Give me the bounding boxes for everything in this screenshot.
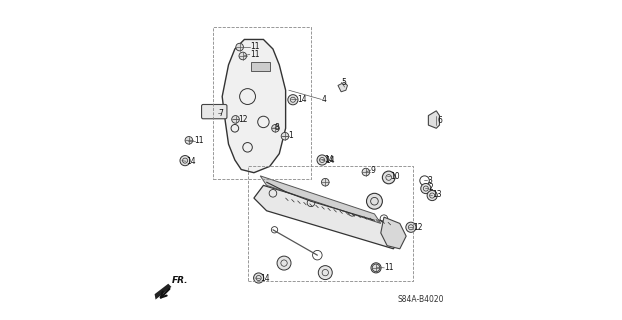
Text: 6: 6: [437, 116, 442, 125]
Circle shape: [366, 193, 383, 209]
Circle shape: [371, 263, 381, 273]
Text: 3: 3: [427, 176, 432, 185]
Circle shape: [406, 222, 416, 232]
Circle shape: [277, 256, 291, 270]
Circle shape: [322, 178, 329, 186]
Text: 11: 11: [250, 42, 259, 51]
Text: 12: 12: [414, 223, 423, 232]
Text: 11: 11: [250, 50, 259, 59]
Polygon shape: [251, 62, 270, 71]
Circle shape: [427, 190, 437, 201]
Text: 8: 8: [275, 124, 279, 132]
Text: 11: 11: [195, 136, 204, 146]
Text: 14: 14: [186, 157, 196, 166]
Text: 1: 1: [288, 131, 293, 140]
Text: 12: 12: [238, 115, 248, 124]
Circle shape: [185, 137, 193, 144]
Text: 7: 7: [218, 108, 223, 117]
Circle shape: [272, 124, 279, 132]
Polygon shape: [254, 185, 400, 249]
Text: 14: 14: [325, 156, 335, 165]
Circle shape: [288, 95, 298, 105]
Text: 14: 14: [325, 155, 334, 164]
Text: 5: 5: [341, 78, 346, 87]
Circle shape: [420, 183, 431, 194]
Polygon shape: [260, 176, 381, 223]
Circle shape: [236, 43, 243, 51]
FancyBboxPatch shape: [202, 105, 227, 119]
Text: 9: 9: [371, 166, 376, 175]
Circle shape: [231, 116, 239, 123]
Text: 14: 14: [297, 95, 307, 104]
Circle shape: [372, 264, 380, 272]
Text: 10: 10: [391, 172, 400, 181]
Text: FR.: FR.: [172, 276, 188, 285]
Polygon shape: [381, 217, 406, 249]
Circle shape: [383, 171, 395, 184]
Text: 14: 14: [260, 274, 270, 283]
Circle shape: [281, 132, 289, 140]
Text: 13: 13: [432, 190, 442, 199]
Text: S84A-B4020: S84A-B4020: [397, 295, 444, 304]
Polygon shape: [338, 82, 348, 92]
Circle shape: [254, 273, 264, 283]
Circle shape: [317, 155, 327, 165]
Circle shape: [239, 52, 246, 60]
Text: 11: 11: [384, 263, 394, 272]
Circle shape: [362, 168, 369, 176]
Text: 2: 2: [429, 183, 433, 192]
Polygon shape: [155, 284, 172, 300]
Polygon shape: [429, 111, 440, 128]
Polygon shape: [222, 39, 285, 173]
Circle shape: [180, 156, 190, 166]
Text: 4: 4: [322, 95, 327, 104]
Circle shape: [318, 266, 332, 280]
